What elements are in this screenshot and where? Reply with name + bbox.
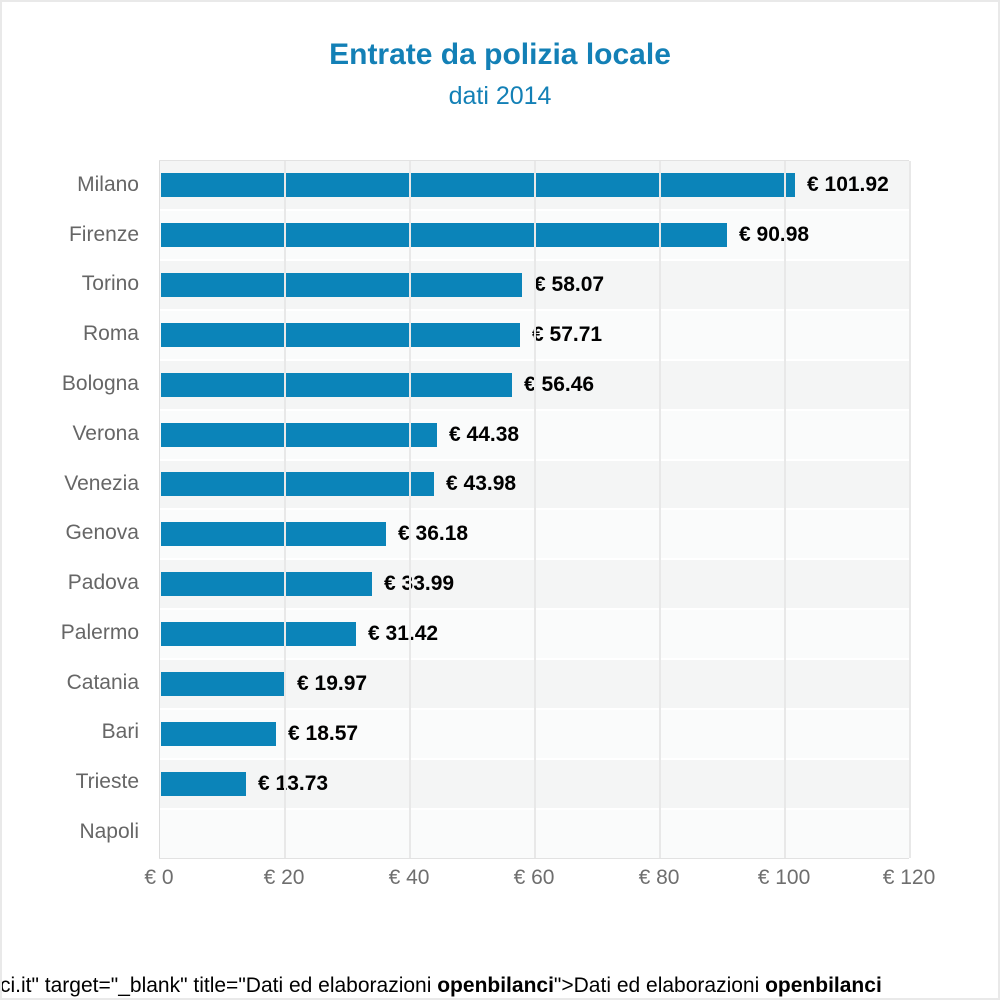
category-label-verona: Verona (72, 421, 139, 445)
gridline (534, 161, 536, 858)
category-label-roma: Roma (82, 322, 139, 346)
value-label-padova: € 33.99 (384, 572, 455, 596)
footer-segment-3: openbilanci (765, 974, 882, 997)
category-label-catania: Catania (66, 670, 139, 694)
value-label-roma: € 57.71 (532, 322, 603, 346)
value-label-verona: € 44.38 (449, 422, 520, 446)
value-label-palermo: € 31.42 (368, 622, 439, 646)
chart-title: Entrate da polizia locale (329, 38, 671, 71)
footer-segment-2: ">Dati ed elaborazioni (553, 974, 766, 997)
chart-subtitle: dati 2014 (448, 82, 552, 110)
value-label-torino: € 58.07 (534, 272, 605, 296)
gridline (659, 161, 661, 858)
footer-segment-0: ci.it" target="_blank" title="Dati ed el… (0, 974, 438, 997)
value-label-bari: € 18.57 (288, 722, 359, 746)
gridline (784, 161, 786, 858)
bar-roma[interactable] (161, 322, 520, 347)
bar-venezia[interactable] (161, 472, 434, 497)
footer-segment-1: openbilanci (437, 974, 554, 997)
category-label-venezia: Venezia (64, 471, 139, 495)
bar-verona[interactable] (161, 422, 437, 447)
x-tick-label-100: € 100 (757, 866, 811, 889)
gridline (284, 161, 286, 858)
bar-catania[interactable] (161, 672, 285, 697)
category-label-napoli: Napoli (79, 820, 139, 844)
x-tick-label-40: € 40 (388, 866, 430, 889)
x-tick-label-120: € 120 (882, 866, 936, 889)
category-label-genova: Genova (65, 521, 139, 545)
bar-torino[interactable] (161, 272, 522, 297)
value-label-trieste: € 13.73 (258, 772, 329, 796)
value-label-genova: € 36.18 (398, 522, 469, 546)
gridline (409, 161, 411, 858)
value-label-firenze: € 90.98 (739, 222, 810, 246)
category-label-firenze: Firenze (68, 222, 139, 246)
x-tick-label-20: € 20 (263, 866, 305, 889)
bar-milano[interactable] (161, 172, 795, 197)
bar-padova[interactable] (161, 572, 372, 597)
value-label-milano: € 101.92 (807, 172, 889, 196)
bar-genova[interactable] (161, 522, 386, 547)
x-tick-label-80: € 80 (638, 866, 680, 889)
value-label-venezia: € 43.98 (446, 472, 517, 496)
gridline (909, 161, 911, 858)
plot-area: € 101.92 € 90.98 € 58.07 € 57.71 € 56.46 € 44… (159, 160, 911, 859)
bar-firenze[interactable] (161, 222, 727, 247)
category-label-bologna: Bologna (61, 372, 139, 396)
x-axis-line (159, 161, 160, 858)
bar-trieste[interactable] (161, 772, 246, 797)
value-label-bologna: € 56.46 (524, 372, 595, 396)
bar-bari[interactable] (161, 722, 276, 747)
y-axis-category-labels: Milano Firenze Torino Roma Bologna Verona Vene… (2, 160, 139, 857)
category-label-bari: Bari (101, 720, 139, 744)
value-label-catania: € 19.97 (297, 672, 368, 696)
bar-palermo[interactable] (161, 622, 356, 647)
category-label-milano: Milano (77, 172, 139, 196)
x-tick-label-60: € 60 (513, 866, 555, 889)
x-tick-label-0: € 0 (144, 866, 174, 889)
bar-bologna[interactable] (161, 372, 512, 397)
footer-attribution-text: ci.it" target="_blank" title="Dati ed el… (0, 972, 998, 998)
category-label-trieste: Trieste (75, 770, 139, 794)
category-label-padova: Padova (67, 571, 139, 595)
category-label-palermo: Palermo (60, 620, 139, 644)
category-label-torino: Torino (81, 272, 139, 296)
